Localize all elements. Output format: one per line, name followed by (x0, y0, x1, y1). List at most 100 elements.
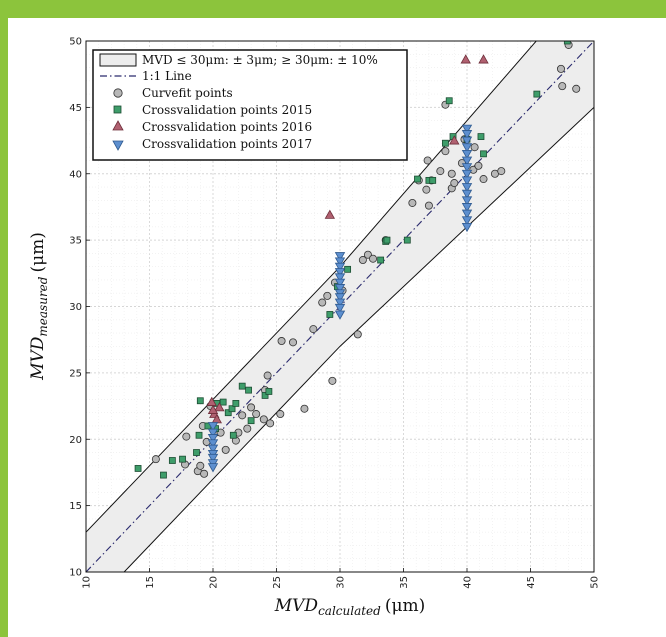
green-frame-top (0, 0, 666, 18)
crossvalidation-points-2016-point (460, 54, 471, 64)
crossvalidation-points-2015-point (238, 382, 246, 390)
green-frame-left (0, 0, 8, 637)
crossvalidation-points-2015-point (232, 400, 240, 407)
crossvalidation-points-2015-point (179, 455, 186, 463)
curvefit-points-point (450, 179, 459, 188)
curvefit-points-point (266, 419, 275, 428)
crossvalidation-points-2015-point (377, 256, 385, 264)
x-tick-label: 30 (336, 576, 347, 589)
x-axis-title: MVDcalculated (μm) (274, 596, 426, 618)
crossvalidation-points-2016-point (207, 404, 219, 414)
crossvalidation-points-2015-point (229, 431, 237, 439)
curvefit-points-point (422, 185, 431, 194)
legend-band-swatch (99, 53, 137, 67)
crossvalidation-points-2017-point (461, 203, 473, 213)
y-tick-label: 10 (69, 568, 82, 579)
curvefit-points-point (558, 82, 567, 91)
crossvalidation-points-2017-point (207, 463, 219, 473)
legend-2015-marker (113, 105, 122, 114)
crossvalidation-points-2015-point (193, 449, 200, 456)
crossvalidation-points-2015-point (245, 386, 252, 394)
x-tick-label: 35 (399, 576, 410, 589)
curvefit-points-point (369, 254, 378, 263)
crossvalidation-points-2017-point (334, 310, 346, 320)
curvefit-points-point (353, 330, 362, 339)
y-tick-label: 40 (69, 169, 82, 180)
legend-label-2015: Crossvalidation points 2015 (142, 103, 312, 117)
y-tick-label: 45 (69, 103, 82, 114)
crossvalidation-points-2017-point (461, 143, 473, 153)
curvefit-points-point (572, 84, 581, 93)
x-tick-label: 10 (82, 576, 93, 589)
crossvalidation-points-2016-point (478, 54, 489, 64)
curvefit-points-point (300, 404, 309, 413)
crossvalidation-points-2017-point (461, 196, 473, 206)
curvefit-points-point (151, 455, 160, 464)
curvefit-points-point (408, 198, 417, 207)
crossvalidation-points-2017-point (461, 136, 473, 146)
crossvalidation-points-2017-point (461, 169, 473, 180)
crossvalidation-points-2017-point (334, 293, 346, 303)
legend-label-curvefit: Curvefit points (142, 86, 233, 100)
crossvalidation-points-2017-point (461, 124, 473, 134)
curvefit-points-point (259, 415, 268, 424)
curvefit-points-point (289, 338, 298, 347)
crossvalidation-points-2015-point (195, 431, 203, 439)
y-tick-label: 50 (69, 37, 82, 48)
axis-ticks: 10 15 20 25 30 35 40 45 50 10 15 20 25 30 35 40 45 50 (69, 37, 600, 589)
crossvalidation-points-2015-point (442, 139, 449, 147)
crossvalidation-points-2015-point (196, 397, 204, 405)
crossvalidation-points-2017-point (461, 222, 473, 233)
legend-label-line: 1:1 Line (142, 69, 192, 83)
curvefit-points-point (323, 291, 332, 300)
x-tick-label: 45 (526, 576, 537, 589)
legend-2016-marker (112, 120, 124, 131)
curvefit-points-point (436, 167, 445, 176)
curvefit-points-point (318, 298, 327, 307)
crossvalidation-points-2015-point (477, 133, 485, 140)
curvefit-points-point (196, 461, 205, 470)
curvefit-points-point (474, 161, 483, 170)
curvefit-points-point (182, 432, 191, 441)
crossvalidation-points-2015-point (429, 176, 437, 184)
crossvalidation-points-2015-point (228, 405, 236, 413)
curvefit-points-point (247, 403, 256, 412)
crossvalidation-points-2017-point (334, 303, 346, 314)
crossvalidation-points-2015-point (224, 409, 232, 417)
crossvalidation-points-2015-point (344, 265, 352, 273)
curvefit-points-point (441, 147, 450, 156)
crossvalidation-points-2015-point (247, 417, 255, 425)
curvefit-points-point (358, 256, 367, 265)
crossvalidation-points-2015-point (403, 236, 411, 244)
crossvalidation-points-2015-point (533, 90, 541, 98)
crossvalidation-points-2016-point (206, 396, 217, 406)
crossvalidation-points-2017-point (461, 163, 473, 173)
crossvalidation-points-2015-point (563, 41, 571, 45)
crossvalidation-points-2015-point (160, 471, 167, 479)
crossvalidation-points-2015-point (168, 457, 176, 464)
crossvalidation-points-2015-point (414, 175, 421, 183)
crossvalidation-points-2017-point (334, 262, 346, 272)
crossvalidation-points-2017-point (334, 252, 346, 262)
crossvalidation-points-2017-point (207, 453, 219, 464)
curvefit-points-point (309, 325, 318, 334)
curvefit-points-point (252, 410, 261, 419)
curvefit-points-point (238, 411, 247, 420)
curvefit-points-point (497, 167, 506, 176)
y-axis-title: MVDmeasured(μm) (28, 232, 50, 381)
crossvalidation-points-2015-point (219, 398, 227, 406)
crossvalidation-points-2015-point (480, 150, 487, 158)
curvefit-points-point (447, 169, 456, 178)
crossvalidation-points-2017-point (207, 434, 219, 444)
y-tick-label: 35 (69, 236, 82, 247)
y-tick-label: 25 (69, 368, 82, 379)
x-tick-label: 50 (590, 576, 601, 589)
data-points (134, 41, 581, 479)
curvefit-points-point (424, 201, 433, 210)
crossvalidation-points-2015-point (383, 236, 391, 244)
crossvalidation-points-2015-point (134, 465, 142, 472)
crossvalidation-points-2017-point (461, 176, 473, 186)
crossvalidation-points-2017-point (207, 428, 219, 438)
curvefit-points-point (200, 469, 209, 478)
legend: MVD ≤ 30μm: ± 3μm; ≥ 30μm: ± 10% 1:1 Lin… (92, 49, 408, 161)
